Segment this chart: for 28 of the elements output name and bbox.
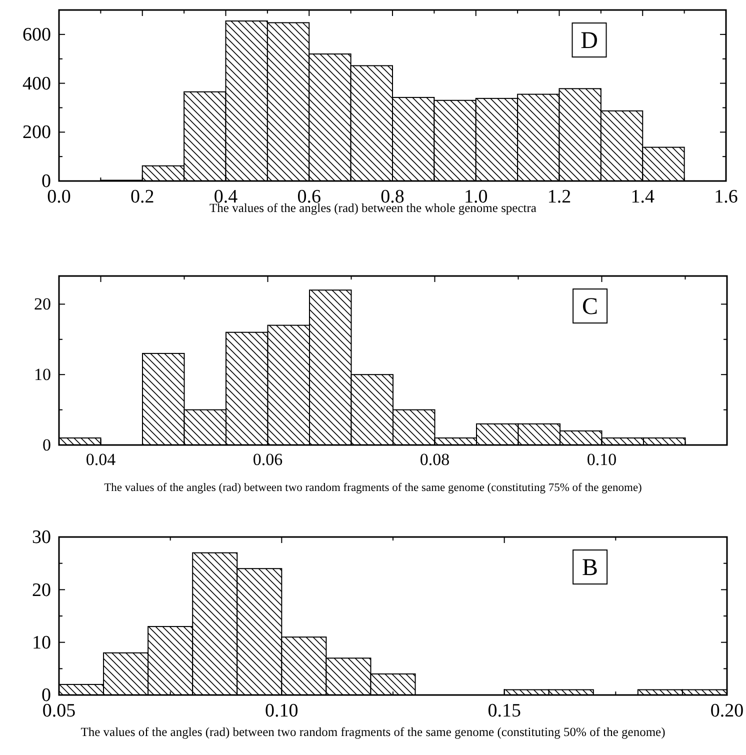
x-tick-label: 0.2 [130, 186, 154, 208]
y-tick-label: 20 [34, 294, 51, 314]
y-tick-label: 400 [22, 73, 51, 94]
x-tick-label: 0.06 [252, 450, 283, 470]
x-tick-label: 0.15 [488, 700, 521, 722]
y-tick-label: 600 [22, 24, 51, 46]
x-tick-label: 0.20 [710, 700, 744, 722]
x-tick-label: 1.2 [547, 186, 572, 208]
y-tick-label: 30 [32, 527, 51, 548]
x-tick-label: 1.4 [630, 186, 655, 208]
annotation: C [582, 294, 598, 320]
x-tick-label: 0.04 [86, 450, 116, 470]
x-tick-label: 1.6 [714, 186, 738, 208]
y-tick-label: 0 [42, 435, 51, 454]
y-tick-label: 10 [34, 365, 51, 384]
x-axis-title: The values of the angles (rad) between two random fragments of the same genome (constituting 50% of the genome) [80, 725, 666, 739]
x-tick-label: 1.0 [464, 186, 488, 208]
x-tick-label: 0.0 [47, 186, 71, 208]
x-tick-label: 0.08 [420, 450, 450, 470]
x-tick-label: 0.8 [380, 186, 404, 208]
annotation: B [582, 555, 598, 581]
annotation: D [580, 28, 598, 54]
y-tick-label: 10 [32, 632, 51, 654]
x-axis-title: The values of the angles (rad) between two random fragments of the same genome (constituting 75% of the genome) [104, 482, 642, 494]
x-tick-label: 0.10 [265, 700, 298, 722]
x-tick-label: 0.10 [586, 450, 617, 470]
y-tick-label: 200 [22, 122, 51, 144]
y-tick-label: 20 [32, 580, 51, 601]
